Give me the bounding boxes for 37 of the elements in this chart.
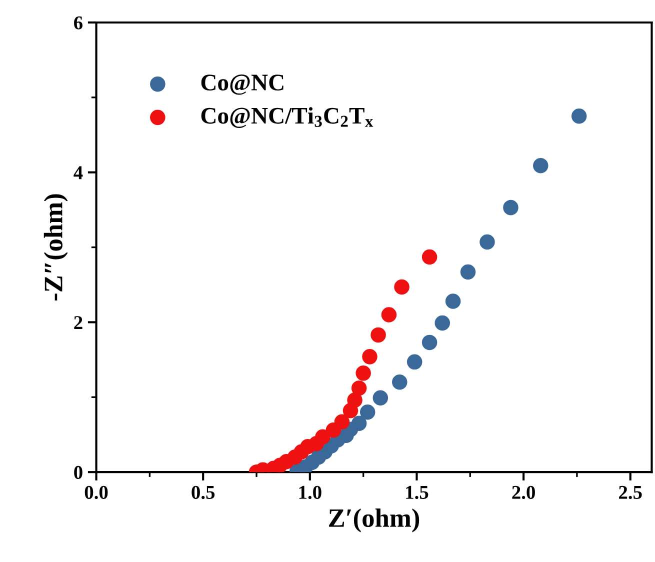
point: [372, 390, 388, 406]
point: [356, 366, 371, 381]
x-tick-label: 2.0: [512, 486, 535, 500]
y-tick-label: 4: [74, 166, 83, 180]
legend-label: Co@NC/Ti$_{3}$C$_{2}$T$_{x}$: [201, 107, 374, 128]
point: [480, 234, 495, 250]
point: [460, 264, 476, 280]
x-tick-label: 1.0: [299, 486, 322, 500]
point: [422, 334, 438, 350]
point: [370, 327, 386, 343]
point: [445, 294, 461, 309]
y-tick-label: 2: [74, 316, 82, 329]
point: [392, 374, 408, 390]
point: [334, 414, 350, 430]
point: [406, 354, 422, 370]
point: [503, 200, 518, 216]
x-tick-label: 2.5: [619, 486, 642, 500]
point: [362, 349, 378, 364]
point: [434, 315, 450, 331]
x-tick-label: 0.0: [84, 486, 108, 500]
point: [422, 249, 438, 265]
point: [315, 429, 330, 444]
x-tick-label: 0.5: [192, 486, 215, 500]
x-tick-label: 1.5: [406, 486, 428, 500]
point: [351, 416, 367, 432]
y-axis-title: -Z″(ohm): [44, 194, 68, 301]
y-tick-label: 0: [74, 466, 82, 480]
point: [394, 279, 410, 295]
point: [381, 307, 397, 322]
legend-label: Co@NC: [201, 74, 284, 95]
point: [571, 108, 587, 124]
point: [533, 158, 548, 174]
y-tick-label: 6: [74, 16, 83, 30]
x-axis-title: Z′(ohm): [329, 508, 420, 532]
point: [351, 380, 367, 396]
point: [360, 404, 376, 420]
point: [347, 392, 362, 408]
